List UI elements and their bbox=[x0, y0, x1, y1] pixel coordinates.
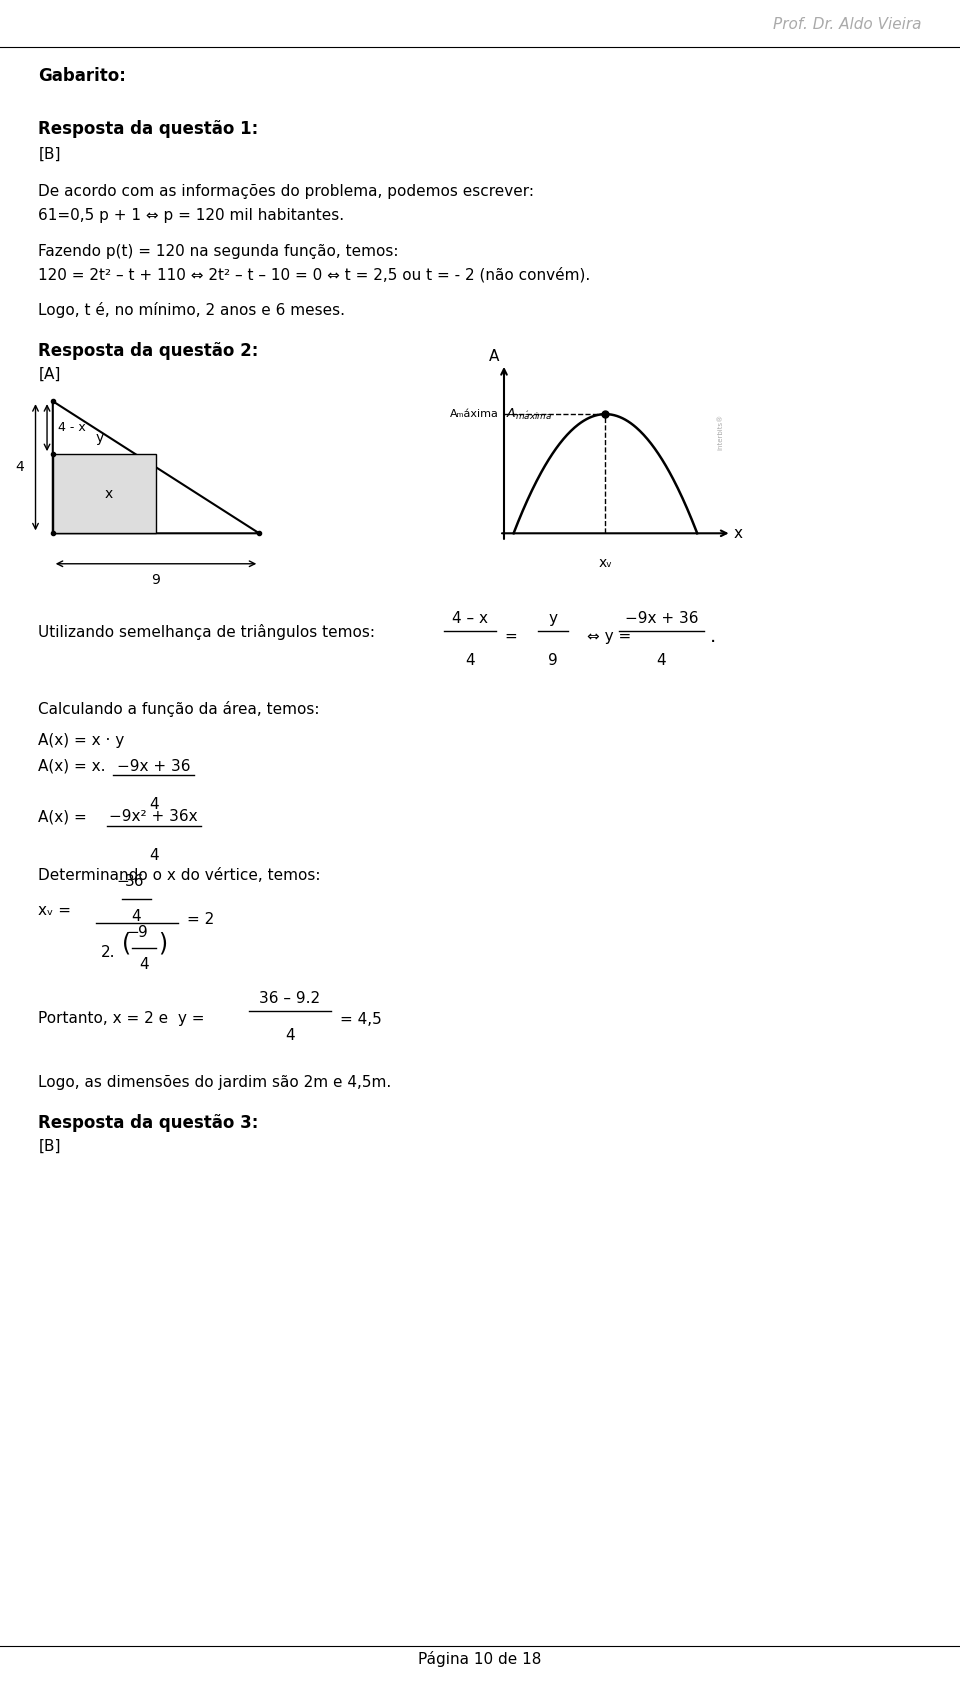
Text: Gabarito:: Gabarito: bbox=[38, 68, 127, 85]
Text: 2.: 2. bbox=[101, 945, 115, 960]
Text: Determinando o x do vértice, temos:: Determinando o x do vértice, temos: bbox=[38, 869, 321, 884]
Text: = 2: = 2 bbox=[187, 913, 214, 926]
Text: ⇔ y =: ⇔ y = bbox=[587, 630, 631, 643]
Text: −9x + 36: −9x + 36 bbox=[625, 611, 698, 626]
Text: 4: 4 bbox=[139, 957, 149, 972]
Text: 36: 36 bbox=[125, 874, 144, 889]
Text: 9: 9 bbox=[138, 924, 148, 940]
Text: = 4,5: = 4,5 bbox=[340, 1012, 381, 1026]
Text: 4: 4 bbox=[149, 848, 158, 863]
Text: y: y bbox=[548, 611, 558, 626]
Text: Página 10 de 18: Página 10 de 18 bbox=[419, 1651, 541, 1668]
Text: interbits®: interbits® bbox=[717, 413, 723, 450]
Text: 4: 4 bbox=[15, 460, 24, 474]
Text: [A]: [A] bbox=[38, 367, 60, 383]
Text: A: A bbox=[489, 349, 499, 364]
Text: [B]: [B] bbox=[38, 1139, 60, 1155]
Text: De acordo com as informações do problema, podemos escrever:: De acordo com as informações do problema… bbox=[38, 185, 535, 200]
Text: $A_{m\acute{a}xima}$: $A_{m\acute{a}xima}$ bbox=[506, 406, 552, 422]
Bar bbox=[53, 454, 156, 533]
Text: Utilizando semelhança de triângulos temos:: Utilizando semelhança de triângulos temo… bbox=[38, 623, 375, 640]
Text: Logo, t é, no mínimo, 2 anos e 6 meses.: Logo, t é, no mínimo, 2 anos e 6 meses. bbox=[38, 301, 346, 318]
Text: [B]: [B] bbox=[38, 147, 60, 163]
Text: A(x) = x.: A(x) = x. bbox=[38, 758, 106, 774]
Text: Resposta da questão 1:: Resposta da questão 1: bbox=[38, 120, 258, 137]
Text: .: . bbox=[709, 626, 716, 647]
Text: 120 = 2t² – t + 110 ⇔ 2t² – t – 10 = 0 ⇔ t = 2,5 ou t = - 2 (não convém).: 120 = 2t² – t + 110 ⇔ 2t² – t – 10 = 0 ⇔… bbox=[38, 267, 590, 283]
Text: Logo, as dimensões do jardim são 2m e 4,5m.: Logo, as dimensões do jardim são 2m e 4,… bbox=[38, 1075, 392, 1090]
Text: A(x) = x · y: A(x) = x · y bbox=[38, 733, 125, 748]
Text: Aₘáxima: Aₘáxima bbox=[450, 410, 499, 420]
Text: Resposta da questão 3:: Resposta da questão 3: bbox=[38, 1114, 259, 1131]
Text: Portanto, x = 2 e  y =: Portanto, x = 2 e y = bbox=[38, 1011, 204, 1026]
Text: 9: 9 bbox=[152, 574, 160, 587]
Text: A(x) =: A(x) = bbox=[38, 809, 87, 824]
Text: 36 – 9.2: 36 – 9.2 bbox=[259, 990, 321, 1006]
Text: −: − bbox=[127, 924, 139, 940]
Text: 4: 4 bbox=[466, 653, 475, 669]
Text: 61=0,5 p + 1 ⇔ p = 120 mil habitantes.: 61=0,5 p + 1 ⇔ p = 120 mil habitantes. bbox=[38, 208, 345, 223]
Text: −9x² + 36x: −9x² + 36x bbox=[109, 809, 198, 824]
Text: ): ) bbox=[158, 931, 168, 955]
Text: 4: 4 bbox=[285, 1028, 295, 1043]
Text: −: − bbox=[117, 874, 130, 889]
Text: (: ( bbox=[122, 931, 132, 955]
Text: −9x + 36: −9x + 36 bbox=[117, 758, 190, 774]
Text: Calculando a função da área, temos:: Calculando a função da área, temos: bbox=[38, 701, 320, 718]
Text: =: = bbox=[504, 630, 517, 643]
Text: 9: 9 bbox=[548, 653, 558, 669]
Text: xᵥ: xᵥ bbox=[598, 557, 612, 571]
Text: y: y bbox=[95, 432, 104, 445]
Text: Prof. Dr. Aldo Vieira: Prof. Dr. Aldo Vieira bbox=[773, 17, 922, 32]
Text: xᵥ =: xᵥ = bbox=[38, 904, 71, 918]
Text: Resposta da questão 2:: Resposta da questão 2: bbox=[38, 342, 259, 359]
Text: Fazendo p(t) = 120 na segunda função, temos:: Fazendo p(t) = 120 na segunda função, te… bbox=[38, 244, 399, 259]
Text: x: x bbox=[105, 486, 113, 501]
Text: x: x bbox=[733, 527, 742, 542]
Text: 4: 4 bbox=[132, 909, 141, 924]
Text: 4: 4 bbox=[657, 653, 666, 669]
Text: 4 - x: 4 - x bbox=[58, 422, 85, 433]
Text: 4: 4 bbox=[149, 797, 158, 813]
Text: 4 – x: 4 – x bbox=[452, 611, 489, 626]
